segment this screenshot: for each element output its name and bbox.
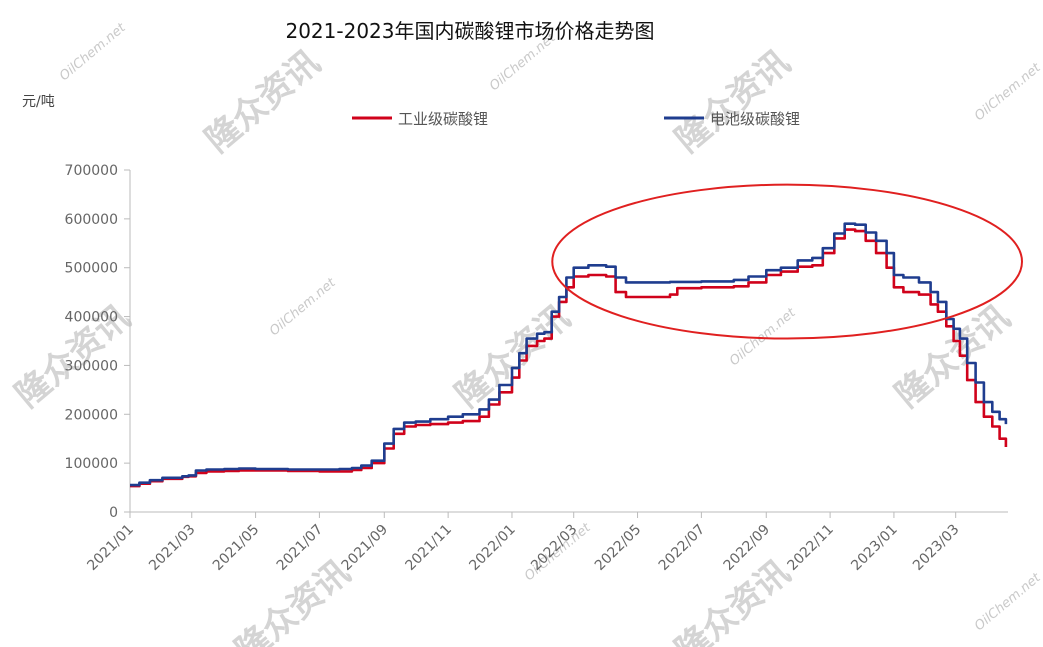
x-tick-label: 2021/05 (210, 522, 262, 574)
x-tick-label: 2021/01 (84, 522, 136, 574)
legend: 工业级碳酸锂 电池级碳酸锂 (352, 110, 800, 128)
watermark-site: OilChem.net (972, 60, 1043, 124)
watermark-site: OilChem.net (57, 20, 129, 84)
legend-label-battery: 电池级碳酸锂 (710, 110, 800, 128)
x-tick-label: 2022/11 (784, 522, 836, 574)
x-tick-label: 2023/01 (848, 522, 900, 574)
x-tick-label: 2021/11 (403, 522, 455, 574)
y-tick-label: 200000 (65, 407, 118, 423)
x-tick-label: 2022/07 (656, 522, 708, 574)
watermark-logo: 隆众资讯 (668, 43, 798, 161)
x-tick-label: 2023/03 (910, 522, 962, 574)
annotation-layer (551, 183, 1023, 340)
watermark-logo: 隆众资讯 (198, 43, 328, 161)
y-tick-label: 0 (109, 505, 118, 521)
x-tick-label: 2021/03 (146, 522, 198, 574)
x-tick-label: 2022/05 (592, 522, 644, 574)
y-tick-label: 600000 (65, 212, 118, 228)
y-axis-unit: 元/吨 (22, 94, 55, 110)
chart-title: 2021-2023年国内碳酸锂市场价格走势图 (285, 19, 654, 43)
highlight-ellipse (551, 183, 1023, 340)
y-axis-ticks: 0 100000 200000 300000 400000 500000 600000 700… (65, 163, 130, 521)
legend-label-industrial: 工业级碳酸锂 (398, 110, 488, 128)
y-tick-label: 700000 (65, 163, 118, 179)
x-axis-ticks: 2021/01 2021/03 2021/05 2021/07 2021/09 2021/… (84, 512, 963, 574)
watermark-logo: 隆众资讯 (228, 553, 358, 647)
x-tick-label: 2022/01 (466, 522, 518, 574)
watermark-site: OilChem.net (972, 570, 1043, 634)
y-tick-label: 500000 (65, 261, 118, 277)
y-tick-label: 100000 (65, 456, 118, 472)
series-layer (130, 222, 1008, 488)
series-line-industrial (130, 228, 1008, 488)
y-tick-label: 400000 (65, 310, 118, 326)
x-tick-label: 2021/09 (339, 522, 391, 574)
series-line-battery (130, 222, 1008, 487)
watermark-site: OilChem.net (267, 275, 339, 339)
y-tick-label: 300000 (65, 358, 118, 374)
